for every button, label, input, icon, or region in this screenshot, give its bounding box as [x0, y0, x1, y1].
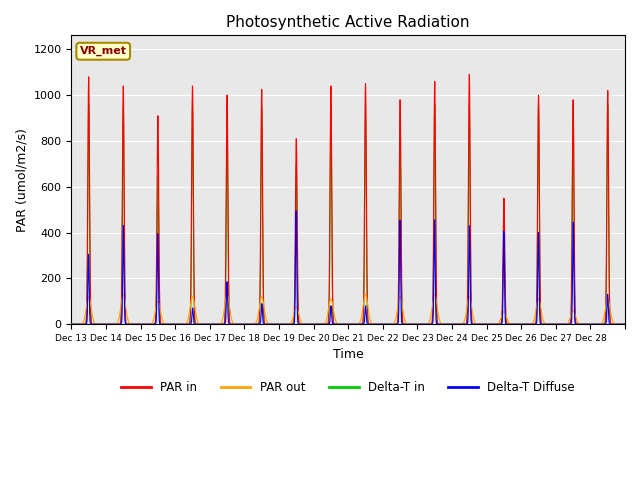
Text: VR_met: VR_met [80, 46, 127, 56]
Legend: PAR in, PAR out, Delta-T in, Delta-T Diffuse: PAR in, PAR out, Delta-T in, Delta-T Dif… [116, 377, 580, 399]
Y-axis label: PAR (umol/m2/s): PAR (umol/m2/s) [15, 128, 28, 232]
Title: Photosynthetic Active Radiation: Photosynthetic Active Radiation [227, 15, 470, 30]
X-axis label: Time: Time [333, 348, 364, 361]
